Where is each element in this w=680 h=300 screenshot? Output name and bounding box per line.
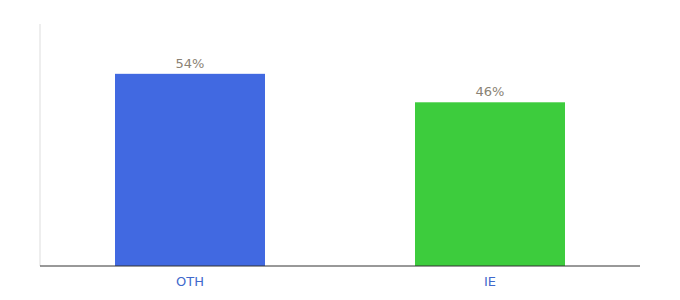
labels: 54% 46% <box>176 56 505 99</box>
y-axis-line <box>40 24 41 266</box>
bars <box>115 74 565 266</box>
x-axis-line <box>40 266 640 267</box>
x-tick-label: IE <box>484 274 496 289</box>
chart-container: 54% 46% OTH IE <box>0 0 680 300</box>
data-label: 46% <box>476 84 505 99</box>
bar <box>115 74 265 266</box>
data-label: 54% <box>176 56 205 71</box>
bar <box>415 102 565 266</box>
x-tick-label: OTH <box>176 274 204 289</box>
chart: 54% 46% OTH IE <box>0 0 680 300</box>
